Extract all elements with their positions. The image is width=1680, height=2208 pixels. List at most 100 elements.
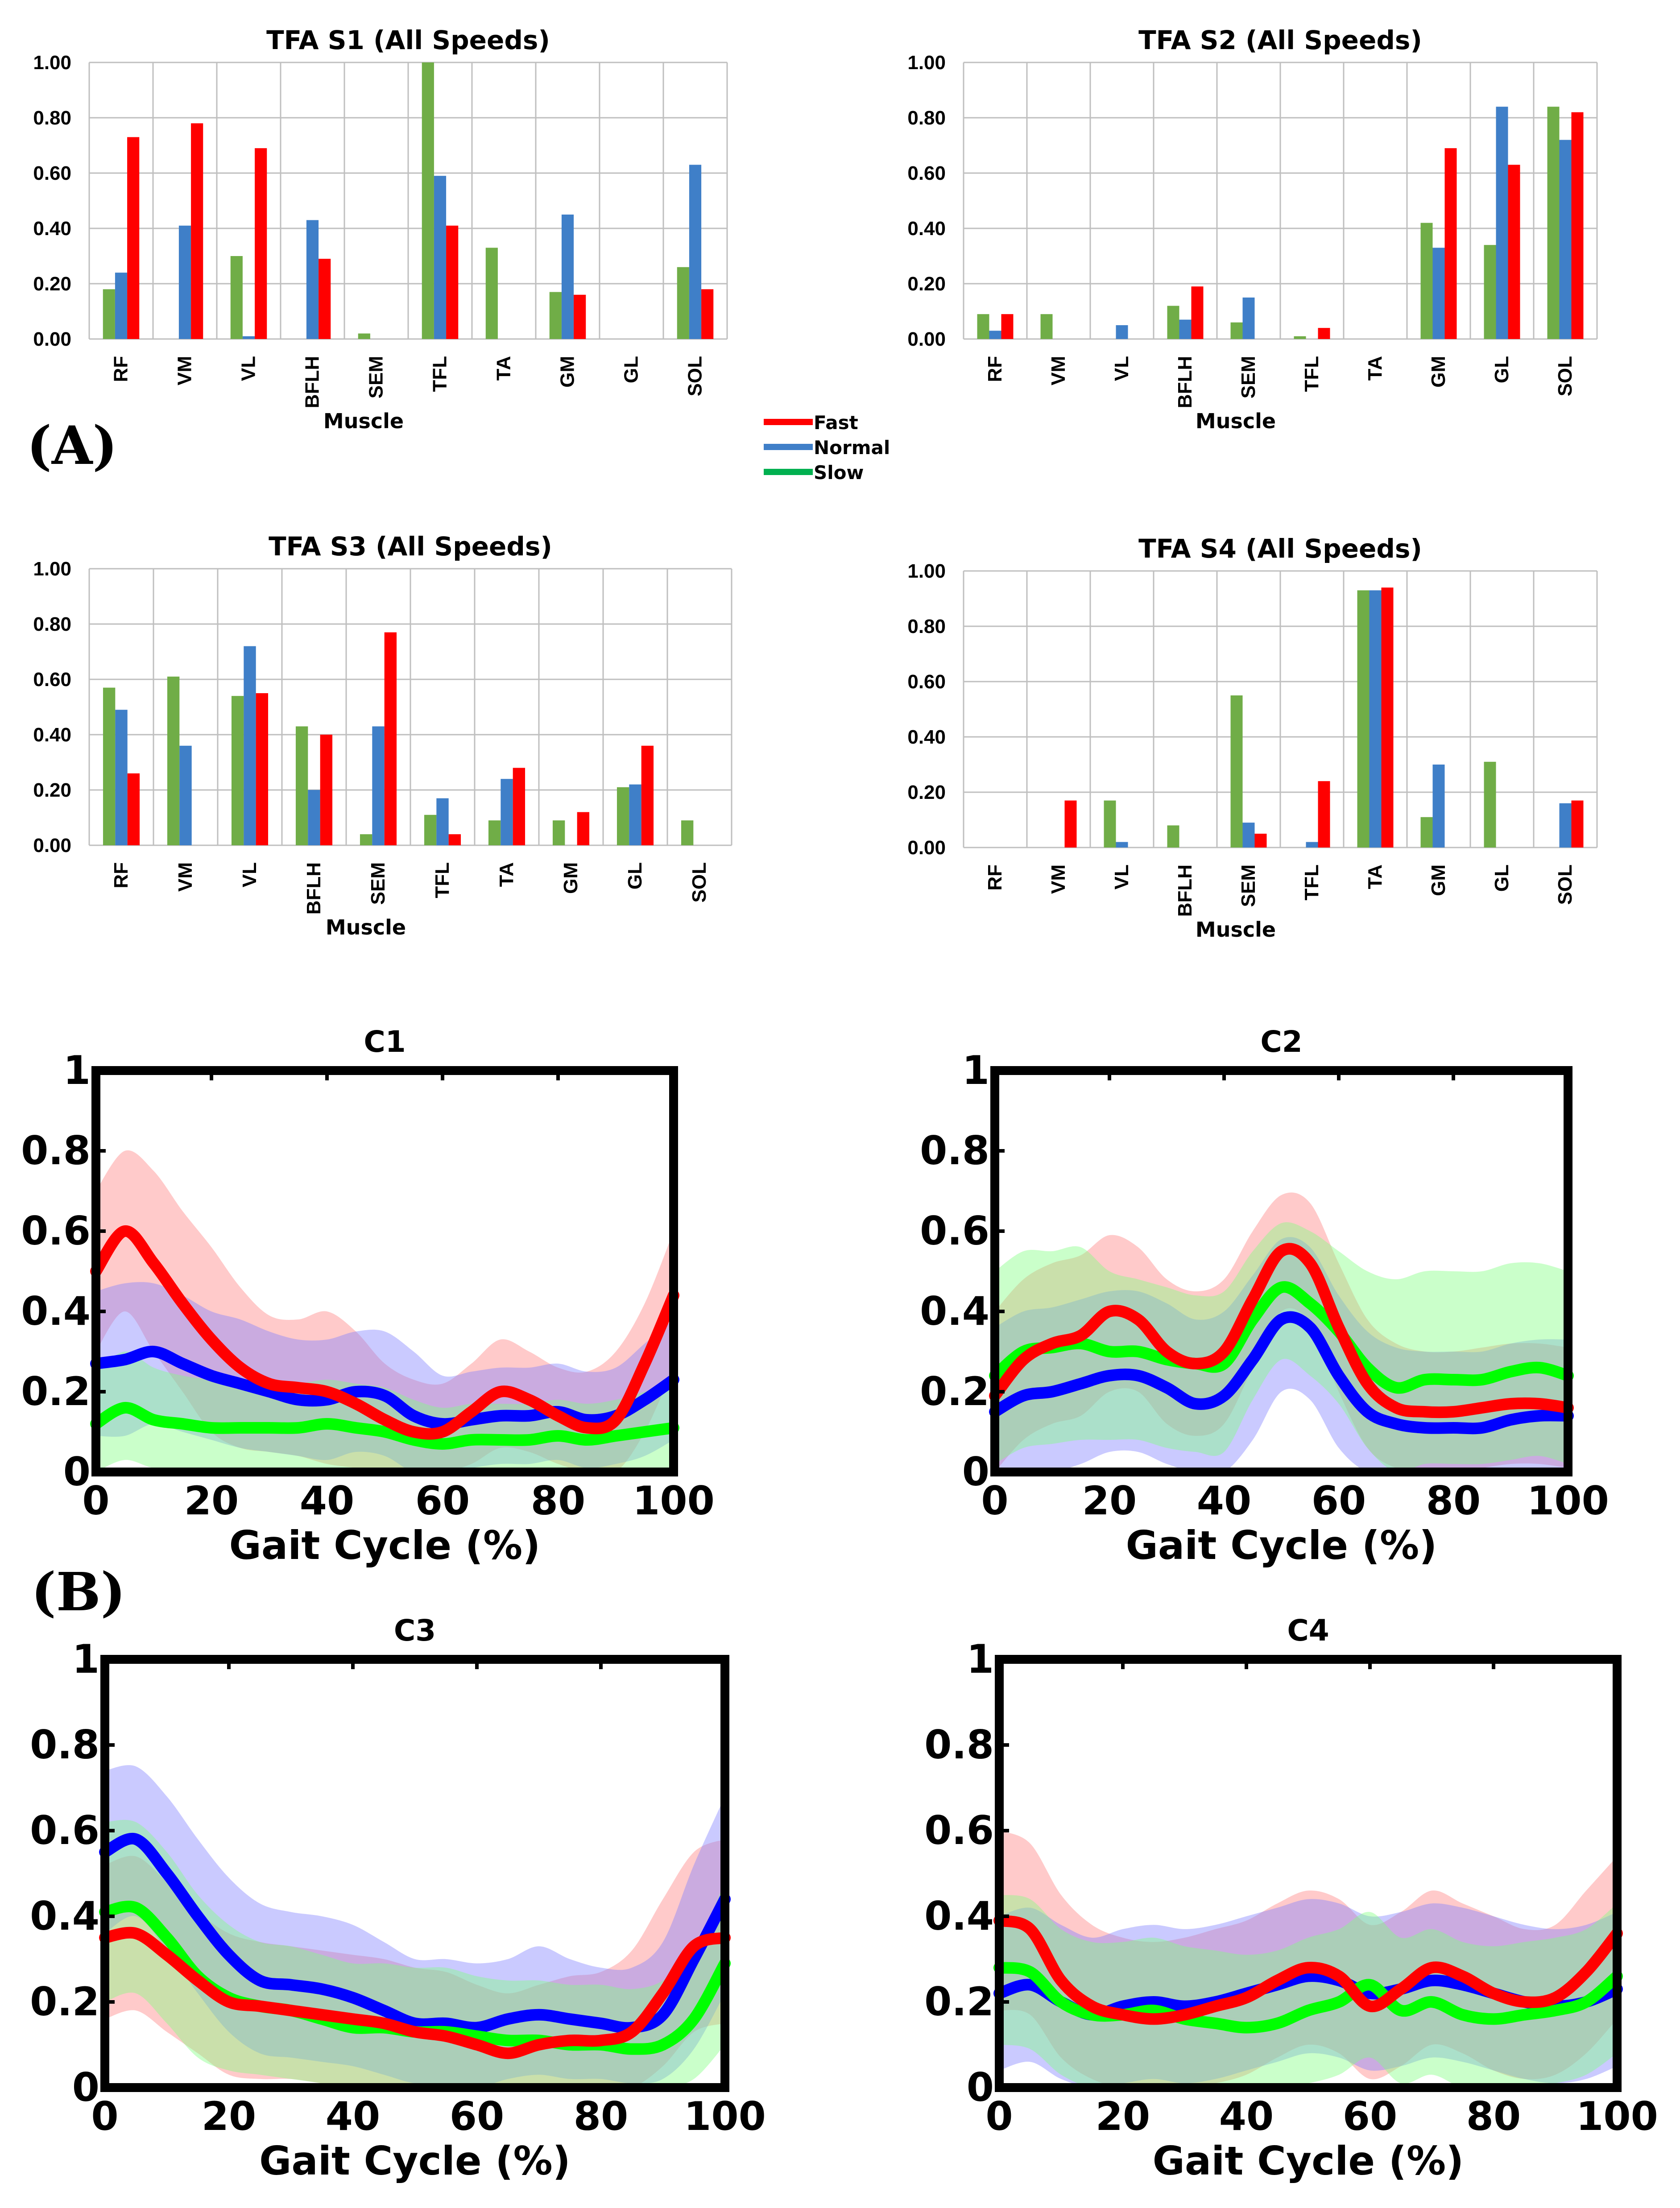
x-axis-label: Muscle bbox=[323, 409, 404, 433]
x-tick-label: SEM bbox=[367, 862, 389, 905]
x-tick-label: TA bbox=[1364, 864, 1386, 889]
bar-slow-ta bbox=[488, 820, 501, 845]
x-tick-label: TFL bbox=[1301, 356, 1323, 392]
bar-fast-tfl bbox=[446, 225, 459, 339]
y-tick-label: 0.80 bbox=[907, 616, 946, 637]
x-tick-label: 0 bbox=[985, 2093, 1013, 2139]
x-tick-label: TA bbox=[496, 862, 517, 887]
bar-slow-vm bbox=[167, 676, 180, 845]
y-tick-label: 1 bbox=[72, 1636, 99, 1682]
y-tick-label: 0.6 bbox=[30, 1807, 99, 1853]
bar-fast-vl bbox=[256, 693, 269, 845]
y-tick-label: 0 bbox=[72, 2064, 99, 2110]
x-tick-label: SEM bbox=[1237, 356, 1259, 398]
bar-slow-gl bbox=[1484, 761, 1496, 848]
x-tick-label: 40 bbox=[300, 1478, 354, 1524]
line-slow bbox=[989, 1281, 1574, 1394]
line-fast bbox=[989, 1243, 1574, 1418]
y-tick-label: 0.00 bbox=[33, 835, 71, 856]
band-fast bbox=[105, 1839, 725, 2089]
bar-fast-vm bbox=[1064, 800, 1077, 848]
bar-chart-s2: 0.00 0.20 0.40 0.60 0.80 1.00 RF VM VL BFLH SEM TFL… bbox=[907, 25, 1598, 433]
y-tick-label: 0.2 bbox=[920, 1369, 989, 1414]
bar-normal-vl bbox=[244, 646, 256, 845]
bar-slow-vl bbox=[230, 256, 243, 339]
x-tick-label: GM bbox=[557, 356, 579, 388]
x-tick-label: GM bbox=[1428, 864, 1449, 896]
chart-title: C3 bbox=[394, 1613, 436, 1648]
bar-chart-s1: 0.00 0.20 0.40 0.60 0.80 1.00 RF VM VL BFLH SEM TFL… bbox=[33, 25, 728, 433]
y-tick-label: 0.8 bbox=[924, 1722, 994, 1768]
legend-label-normal: Normal bbox=[814, 437, 890, 459]
x-tick-label: SEM bbox=[1237, 864, 1259, 907]
bar-slow-bflh bbox=[295, 726, 308, 845]
x-tick-label: 60 bbox=[1312, 1478, 1366, 1524]
bar-chart-s3: 0.00 0.20 0.40 0.60 0.80 1.00 RF VM VL BFLH SEM TFL… bbox=[33, 531, 732, 939]
y-tick-label: 1.00 bbox=[33, 52, 71, 74]
x-tick-label: TA bbox=[1364, 356, 1386, 380]
line-chart-c2: 0 0.2 0.4 0.6 0.8 1 0 20 40 60 80 100 C2 Gait Cycle (… bbox=[920, 1025, 1609, 1568]
x-tick-label: TFL bbox=[431, 862, 453, 898]
chart-title: C4 bbox=[1287, 1613, 1329, 1648]
x-tick-label: 100 bbox=[1527, 1478, 1609, 1524]
bar-slow-rf bbox=[977, 314, 989, 339]
x-tick-label: GM bbox=[1428, 356, 1449, 388]
x-tick-label: SOL bbox=[1554, 864, 1576, 905]
bar-fast-bflh bbox=[319, 259, 331, 339]
bar-fast-bflh bbox=[320, 735, 333, 845]
bar-fast-rf bbox=[127, 137, 140, 339]
y-tick-label: 0.20 bbox=[33, 273, 71, 295]
x-tick-label: BFLH bbox=[303, 862, 325, 914]
bar-fast-sem bbox=[384, 632, 397, 845]
bar-fast-sem bbox=[1254, 834, 1267, 848]
x-tick-label: GL bbox=[1491, 864, 1513, 892]
x-axis-label: Gait Cycle (%) bbox=[1153, 2138, 1464, 2184]
x-tick-label: RF bbox=[110, 356, 132, 382]
bar-slow-rf bbox=[103, 289, 115, 339]
bar-slow-vl bbox=[231, 696, 244, 845]
x-tick-label: 100 bbox=[1576, 2093, 1658, 2139]
y-tick-label: 0.80 bbox=[33, 107, 71, 129]
bar-normal-sol bbox=[689, 165, 702, 339]
panel-label-a: (A) bbox=[27, 414, 117, 476]
x-axis-label: Muscle bbox=[1196, 918, 1276, 942]
bar-slow-bflh bbox=[1167, 825, 1179, 848]
chart-title: TFA S2 (All Speeds) bbox=[1138, 25, 1422, 55]
bar-fast-gm bbox=[577, 812, 590, 845]
y-tick-label: 0.2 bbox=[21, 1369, 91, 1414]
x-tick-label: VM bbox=[1047, 356, 1069, 385]
chart-title: TFA S3 (All Speeds) bbox=[269, 531, 552, 562]
bar-normal-rf bbox=[989, 331, 1001, 339]
bar-slow-gm bbox=[1420, 817, 1433, 848]
bar-fast-tfl bbox=[1318, 328, 1330, 339]
bar-fast-vm bbox=[191, 123, 203, 339]
x-tick-label: TFL bbox=[1301, 864, 1323, 901]
x-tick-label: 0 bbox=[91, 2093, 118, 2139]
bar-normal-vl bbox=[1116, 842, 1128, 848]
y-tick-label: 0.80 bbox=[907, 107, 946, 129]
y-tick-label: 0.2 bbox=[924, 1979, 994, 2025]
x-tick-label: SOL bbox=[684, 356, 706, 396]
bar-fast-tfl bbox=[448, 834, 461, 845]
bar-fast-sol bbox=[1571, 800, 1584, 848]
plot-frame bbox=[91, 1066, 678, 1476]
bar-slow-gm bbox=[1420, 223, 1433, 339]
bar-normal-vm bbox=[178, 225, 191, 339]
x-tick-label: 40 bbox=[1219, 2093, 1274, 2139]
bar-slow-gm bbox=[552, 820, 565, 845]
bar-fast-sol bbox=[1571, 112, 1584, 339]
x-tick-label: SOL bbox=[688, 862, 710, 902]
bar-slow-sem bbox=[360, 834, 372, 845]
line-normal bbox=[90, 1345, 679, 1430]
bar-fast-ta bbox=[1381, 587, 1394, 848]
x-tick-label: 20 bbox=[184, 1478, 239, 1524]
speed-legend: Fast Normal Slow bbox=[764, 412, 890, 484]
bar-slow-ta bbox=[485, 248, 498, 339]
y-tick-label: 0.8 bbox=[30, 1722, 99, 1768]
y-tick-label: 0.2 bbox=[30, 1979, 99, 2025]
line-fast bbox=[993, 1914, 1623, 2025]
x-tick-label: GM bbox=[560, 862, 582, 894]
line-chart-c4: 0 0.2 0.4 0.6 0.8 1 0 20 40 60 80 100 C4 Gait Cycle (… bbox=[924, 1613, 1658, 2184]
chart-title: TFA S4 (All Speeds) bbox=[1138, 533, 1422, 564]
